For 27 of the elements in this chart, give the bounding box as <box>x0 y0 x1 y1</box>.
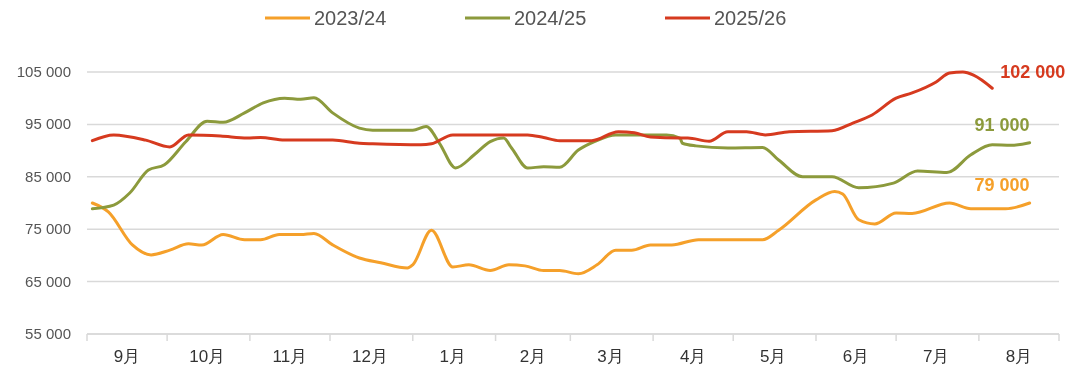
line-series <box>90 70 994 149</box>
y-tick-label: 55 000 <box>25 325 71 342</box>
x-tick-label: 12月 <box>352 347 389 366</box>
x-tick-label: 11月 <box>272 347 308 366</box>
x-tick-label: 7月 <box>922 347 950 366</box>
y-tick-label: 65 000 <box>25 272 71 290</box>
x-tick-label: 3月 <box>597 347 624 366</box>
y-tick-label: 105 000 <box>16 63 71 80</box>
line-series <box>90 96 1032 211</box>
annotation: 102 000 <box>1000 62 1066 83</box>
x-tick-label: 2月 <box>519 347 547 366</box>
y-tick-label: 95 000 <box>25 115 71 133</box>
y-tick-label: 85 000 <box>25 167 71 185</box>
legend-label: 2023/24 <box>314 7 387 29</box>
annotation: 79 000 <box>974 175 1030 195</box>
legend-label: 2025/26 <box>714 7 787 29</box>
x-tick-label: 1月 <box>439 347 467 366</box>
annotation: 91 000 <box>974 114 1030 135</box>
line-series <box>90 189 1032 276</box>
x-tick-label: 9月 <box>113 347 141 366</box>
x-tick-label: 8月 <box>1005 347 1033 366</box>
x-tick-label: 10月 <box>189 347 226 366</box>
x-tick-label: 6月 <box>842 347 870 366</box>
x-tick-label: 4月 <box>679 347 707 366</box>
x-tick-label: 5月 <box>760 347 787 366</box>
legend-label: 2024/25 <box>514 7 587 29</box>
y-tick-label: 75 000 <box>25 220 71 238</box>
